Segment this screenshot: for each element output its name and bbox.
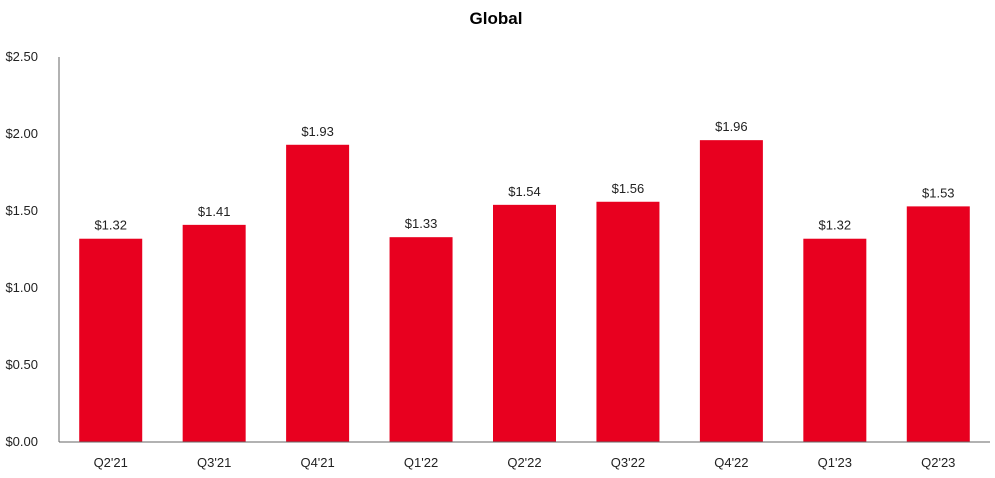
data-label: $1.93 [301, 124, 334, 139]
bar [493, 204, 556, 442]
x-tick-label: Q1'23 [818, 455, 852, 470]
bar [803, 238, 867, 442]
bar [699, 140, 763, 442]
x-tick-label: Q1'22 [404, 455, 438, 470]
x-tick-label: Q2'22 [507, 455, 541, 470]
x-tick-label: Q3'22 [611, 455, 645, 470]
chart-title: Global [470, 9, 523, 28]
bars [79, 140, 970, 442]
y-tick-label: $1.50 [5, 203, 38, 218]
bar [182, 224, 246, 442]
y-tick-label: $2.50 [5, 49, 38, 64]
x-tick-label: Q2'21 [94, 455, 128, 470]
data-label: $1.56 [612, 181, 645, 196]
x-tick-label: Q4'22 [714, 455, 748, 470]
data-label: $1.96 [715, 119, 748, 134]
data-label: $1.32 [94, 218, 127, 233]
bar [906, 206, 970, 442]
data-label: $1.54 [508, 184, 541, 199]
y-axis-ticks: $0.00 $0.50 $1.00 $1.50 $2.00 $2.50 [5, 49, 38, 449]
y-tick-label: $0.00 [5, 434, 38, 449]
data-labels: $1.32 $1.41 $1.93 $1.33 $1.54 $1.56 $1.96 $1.32… [94, 119, 954, 233]
x-tick-label: Q2'23 [921, 455, 955, 470]
data-label: $1.32 [819, 218, 852, 233]
bar [286, 144, 350, 442]
y-tick-label: $0.50 [5, 357, 38, 372]
bar [79, 238, 143, 442]
x-axis-ticks: Q2'21 Q3'21 Q4'21 Q1'22 Q2'22 Q3'22 Q4'22 Q1'23… [94, 455, 956, 470]
data-label: $1.53 [922, 185, 955, 200]
bar [389, 237, 453, 442]
data-label: $1.33 [405, 216, 438, 231]
y-tick-label: $1.00 [5, 280, 38, 295]
y-tick-label: $2.00 [5, 126, 38, 141]
x-tick-label: Q4'21 [300, 455, 334, 470]
bar [596, 201, 660, 442]
data-label: $1.41 [198, 204, 231, 219]
x-tick-label: Q3'21 [197, 455, 231, 470]
